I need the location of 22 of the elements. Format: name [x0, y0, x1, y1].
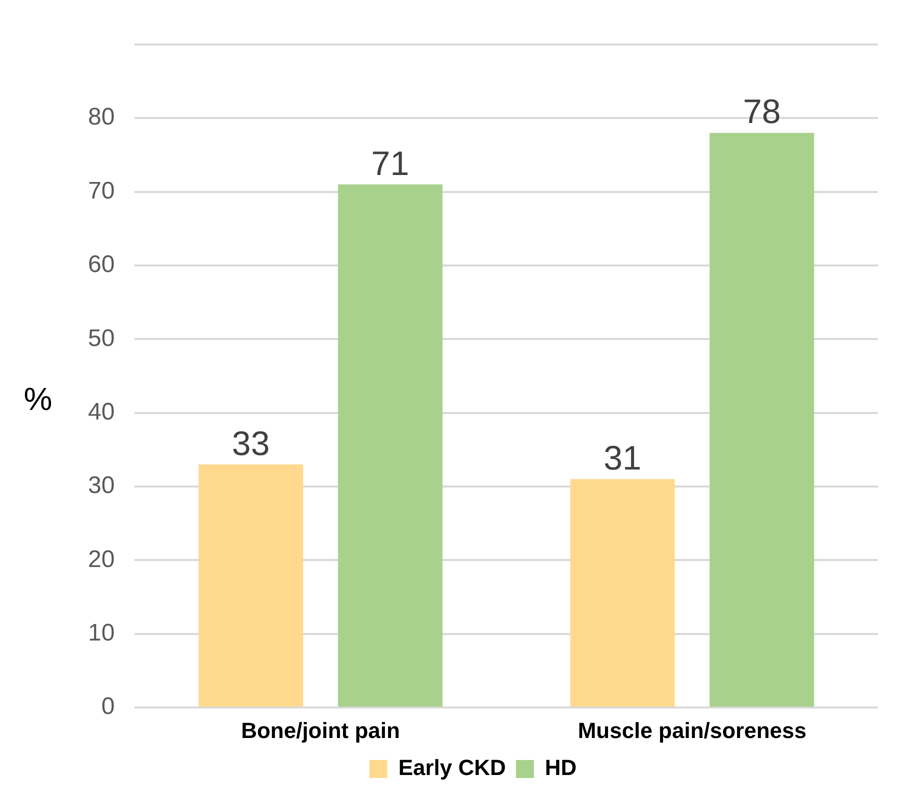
- bar: [198, 464, 304, 706]
- y-tick-label: 70: [88, 176, 115, 204]
- x-tick-label: Bone/joint pain: [241, 717, 400, 742]
- y-tick-label: 30: [88, 472, 115, 499]
- data-label: 31: [604, 439, 642, 478]
- y-tick-label: 50: [88, 324, 115, 352]
- bar: [570, 478, 675, 706]
- legend-label: HD: [544, 754, 577, 780]
- y-tick-label: 40: [88, 398, 115, 425]
- y-tick-label: 80: [88, 103, 115, 130]
- data-label: 71: [371, 144, 410, 182]
- bar: [710, 132, 814, 706]
- bar: [338, 184, 442, 706]
- y-tick-label: 20: [88, 545, 115, 572]
- legend-label: Early CKD: [398, 754, 506, 780]
- data-label: 33: [232, 424, 270, 462]
- data-label: 78: [742, 92, 781, 131]
- y-tick-label: 10: [88, 619, 115, 646]
- y-axis-title: %: [22, 381, 54, 418]
- y-tick-label: 0: [101, 692, 115, 720]
- y-tick-label: 60: [88, 250, 115, 278]
- x-tick-label: Muscle pain/soreness: [578, 717, 806, 742]
